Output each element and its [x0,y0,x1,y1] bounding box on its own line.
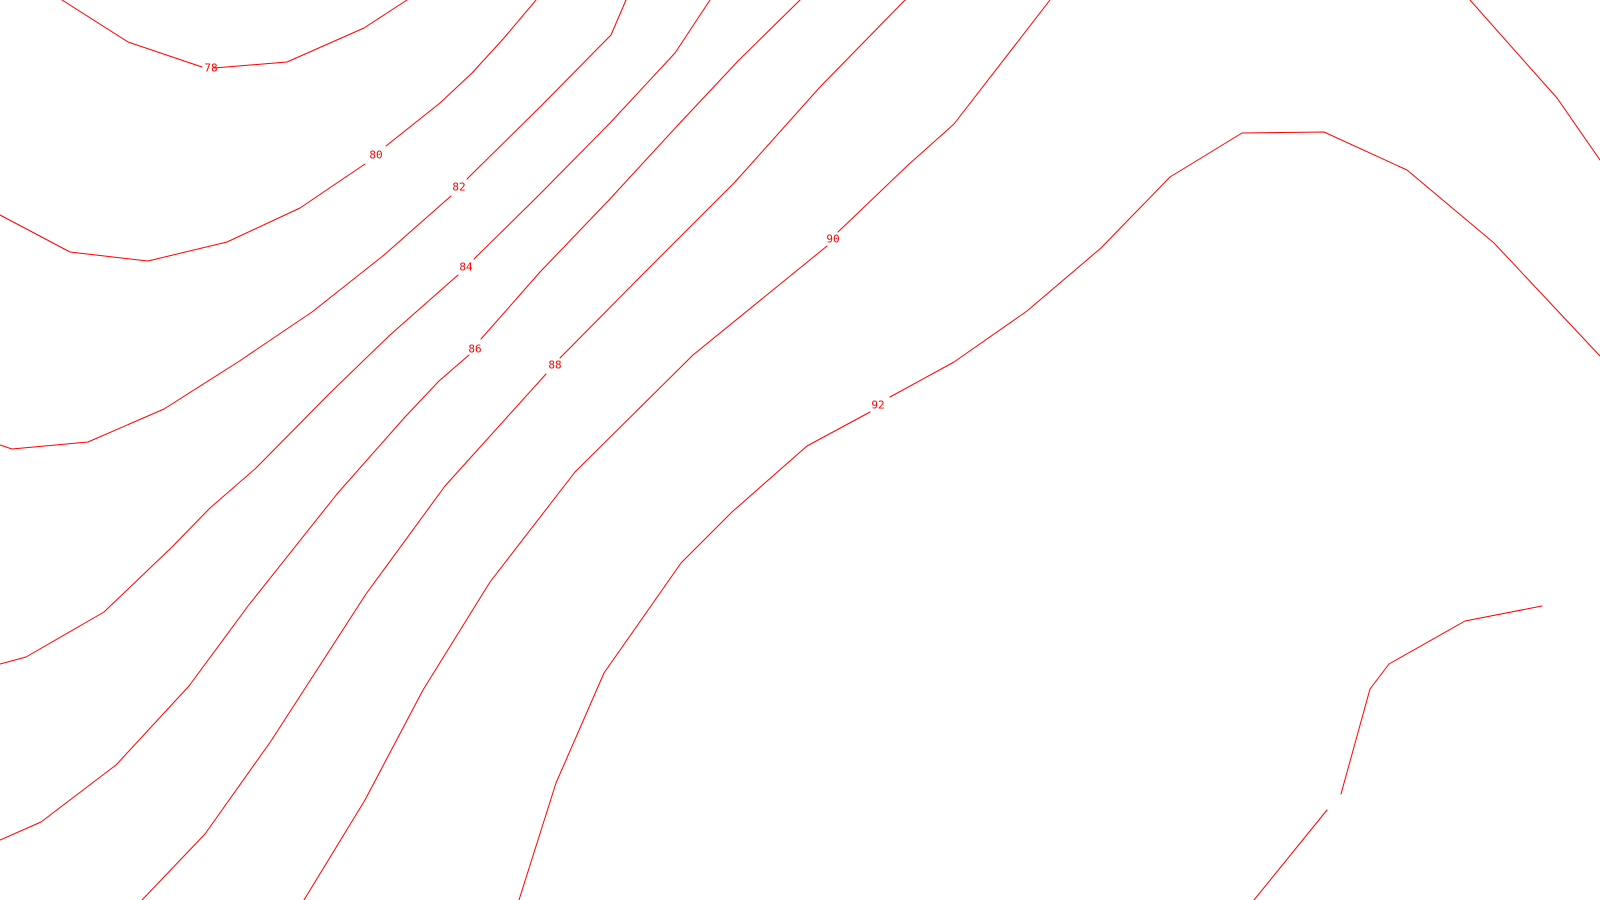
contour-label-82: 82 [452,181,465,194]
contour-line-78 [61,0,408,69]
contour-labels: 78 80 82 84 86 88 90 92 [204,62,884,412]
contour-line-90 [518,131,1600,900]
contour-label-90: 90 [826,233,839,246]
contour-label-78: 78 [204,62,217,75]
contour-label-86: 86 [468,343,481,356]
contour-line-92-top [1469,0,1600,161]
contour-label-84: 84 [459,261,473,274]
contour-label-88: 88 [548,359,561,372]
contour-line-80b [0,0,627,450]
contour-line-84 [0,0,801,841]
contour-line-82 [0,0,711,665]
contour-line-80 [0,0,537,262]
contour-line-88 [303,0,1051,900]
contour-label-92: 92 [871,399,884,412]
contour-line-86 [141,0,906,900]
contour-line-92-lower [1253,605,1543,900]
contour-label-80: 80 [369,149,382,162]
